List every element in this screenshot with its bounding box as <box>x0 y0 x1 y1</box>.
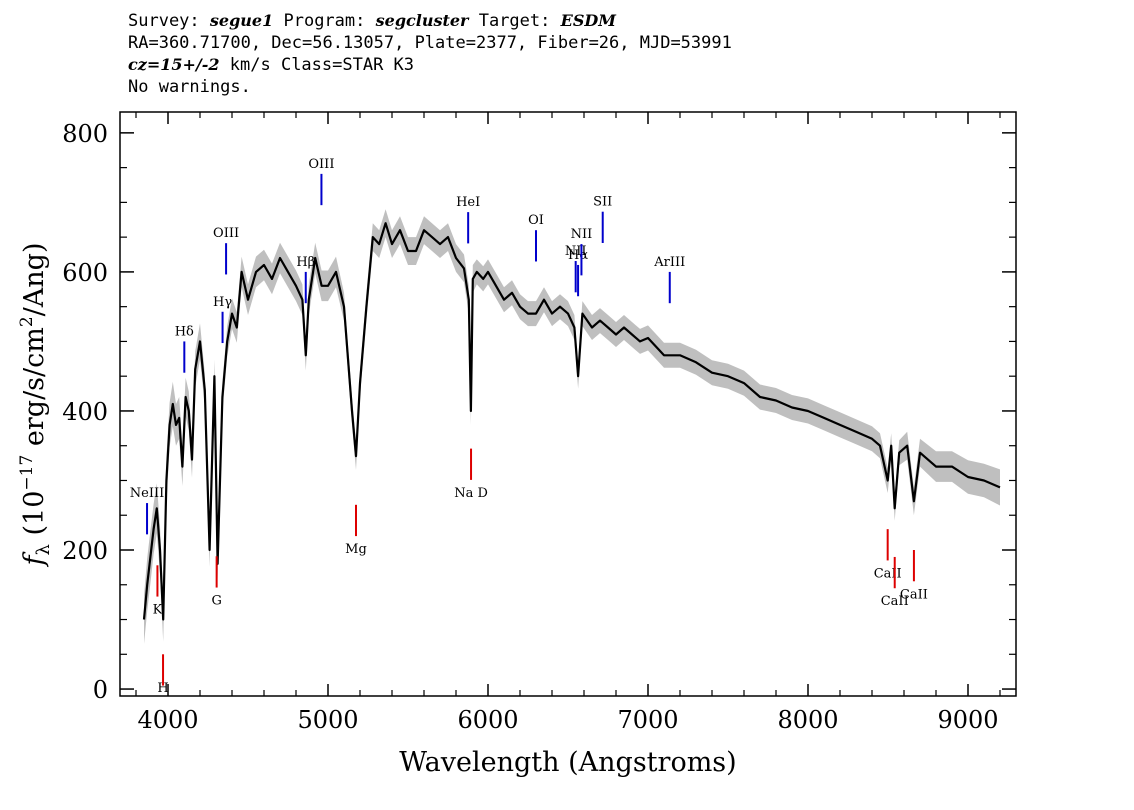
plot-frame <box>119 111 1017 697</box>
absorption-label: H <box>157 681 168 696</box>
survey-label: Survey: <box>128 11 200 31</box>
y-label-exp2: 2 <box>17 316 37 327</box>
emission-label: NeIII <box>130 486 164 501</box>
y-label-open: (10 <box>19 491 50 544</box>
header-line-3: cz=15+/-2 km/s Class=STAR K3 <box>128 54 732 76</box>
y-label-close: /Ang) <box>19 243 50 317</box>
absorption-label: CaII <box>881 594 909 609</box>
x-tick-label: 5000 <box>297 706 358 734</box>
absorption-label: Mg <box>345 542 367 557</box>
spectrum-header: Survey: segue1 Program: segcluster Targe… <box>128 10 732 98</box>
y-tick-label: 800 <box>62 120 108 148</box>
y-axis-label: fλ (10−17 erg/s/cm2/Ang) <box>17 243 54 568</box>
header-line-1: Survey: segue1 Program: segcluster Targe… <box>128 10 732 32</box>
emission-label: ArIII <box>653 255 685 270</box>
svg-text:fλ (10−17 erg/s/cm2/Ang): fλ (10−17 erg/s/cm2/Ang) <box>17 243 54 568</box>
cz-label: cz <box>128 55 147 74</box>
flux-layer <box>142 222 1001 621</box>
error-band-layer <box>144 209 1000 644</box>
cz-rest: km/s Class=STAR K3 <box>229 55 415 75</box>
y-label-mid: erg/s/cm <box>19 327 50 455</box>
emission-label: Hβ <box>296 255 315 270</box>
emission-label: Hδ <box>175 324 194 339</box>
y-label-exp1: −17 <box>17 455 37 491</box>
absorption-label: CaII <box>874 566 902 581</box>
target-value: ESDM <box>560 11 616 30</box>
emission-label: OIII <box>213 226 239 241</box>
absorption-label: G <box>211 594 221 609</box>
absorption-label: Na D <box>454 486 488 501</box>
emission-label: Hγ <box>213 295 232 310</box>
absorption-label: CaII <box>900 587 928 602</box>
emission-label: HeI <box>456 195 480 210</box>
x-tick-label: 6000 <box>457 706 518 734</box>
y-label-lambda: λ <box>33 544 54 555</box>
cz-value: =15+/-2 <box>146 55 220 74</box>
flux-series-line <box>142 222 1001 621</box>
emission-label: OI <box>528 213 544 228</box>
survey-value: segue1 <box>209 11 274 30</box>
emission-label: NII <box>571 227 593 242</box>
x-tick-label: 7000 <box>617 706 678 734</box>
program-label: Program: <box>283 11 366 31</box>
y-tick-label: 400 <box>62 398 108 426</box>
x-tick-label: 9000 <box>937 706 998 734</box>
y-tick-label: 0 <box>93 676 108 704</box>
y-tick-label: 200 <box>62 537 108 565</box>
y-tick-label: 600 <box>62 259 108 287</box>
ticks-layer: 4000 5000 6000 7000 8000 9000 0 200 400 600 800 <box>62 112 1016 734</box>
emission-label: OIII <box>308 157 334 172</box>
x-tick-label: 8000 <box>777 706 838 734</box>
target-label: Target: <box>478 11 551 31</box>
absorption-label: K <box>153 603 163 618</box>
program-value: segcluster <box>375 11 469 30</box>
x-axis-label: Wavelength (Angstroms) <box>399 747 736 778</box>
spectral-lines-layer: NeIIIHδHγOIIIHβOIIIHeIOINIIHαNIISIIArIII… <box>130 157 928 696</box>
emission-label: SII <box>593 195 612 210</box>
header-line-2: RA=360.71700, Dec=56.13057, Plate=2377, … <box>128 33 732 53</box>
x-tick-label: 4000 <box>137 706 198 734</box>
error-band <box>144 209 1000 644</box>
emission-label: Hα <box>568 248 588 263</box>
header-line-4: No warnings. <box>128 77 251 97</box>
